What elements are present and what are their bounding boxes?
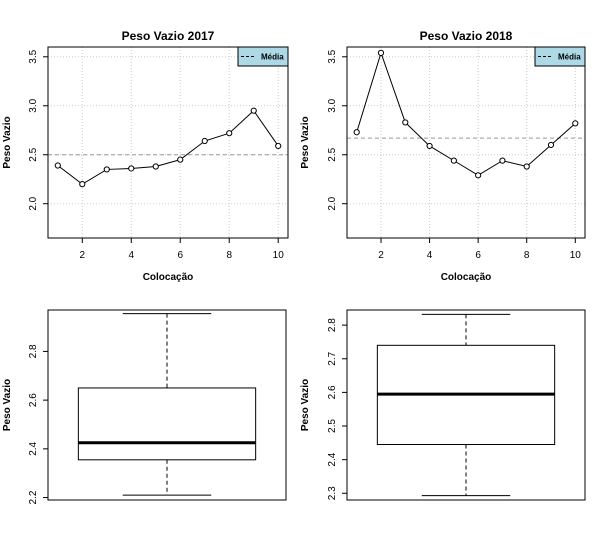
x-axis-label: Colocação	[441, 272, 492, 283]
y-axis-label: Peso Vazio	[300, 379, 311, 431]
y-tick-label: 3.0	[28, 98, 39, 112]
y-axis-label: Peso Vazio	[300, 116, 311, 168]
y-axis-label: Peso Vazio	[2, 116, 13, 168]
x-tick-label: 2	[80, 250, 86, 261]
y-tick-label: 3.5	[28, 49, 39, 63]
data-point	[353, 129, 360, 136]
chart-title: Peso Vazio 2017	[122, 29, 215, 43]
plot-frame	[346, 46, 586, 239]
data-point	[250, 107, 257, 114]
y-tick-label: 2.5	[327, 419, 338, 433]
chart-line2017: 2 4 6 8 10 2.0 2.5 3.0 3.5 Média Peso Vazio 2017 Co…	[2, 29, 289, 283]
y-tick-label: 2.6	[28, 393, 39, 407]
plot-frame	[346, 309, 586, 501]
data-point	[275, 142, 282, 150]
data-point	[523, 163, 530, 170]
x-tick-label: 4	[128, 250, 134, 261]
data-point	[499, 157, 506, 164]
data-point	[54, 162, 61, 169]
chart-box2018: 2.3 2.4 2.5 2.6 2.7 2.8 Peso Vazio	[300, 309, 586, 501]
y-tick-label: 2.7	[327, 351, 338, 365]
y-tick-label: 3.0	[327, 98, 338, 112]
data-point	[426, 142, 433, 150]
x-tick-label: 8	[524, 250, 530, 261]
data-point	[177, 156, 184, 163]
chart-box2017: 2.2 2.4 2.6 2.8 Peso Vazio	[2, 309, 287, 505]
x-tick-label: 10	[273, 250, 285, 261]
data-point	[450, 157, 457, 164]
x-tick-label: 4	[427, 250, 433, 261]
plot-frame	[47, 46, 289, 239]
data-point	[547, 141, 555, 149]
y-tick-label: 2.4	[327, 452, 338, 466]
x-tick-label: 10	[570, 250, 582, 261]
y-axis-label: Peso Vazio	[2, 379, 13, 431]
y-tick-label: 2.2	[28, 490, 39, 504]
y-tick-label: 2.8	[327, 318, 338, 332]
legend-label: Média	[261, 53, 284, 62]
x-tick-label: 6	[177, 250, 183, 261]
data-point	[402, 119, 409, 126]
plot-frame	[47, 309, 287, 501]
chart-line2018: 2 4 6 8 10 2.0 2.5 3.0 3.5 Média Peso Vazio 2018 Co…	[300, 29, 586, 283]
y-tick-label: 2.8	[28, 344, 39, 358]
legend-box	[534, 46, 586, 67]
series-line	[57, 109, 279, 185]
data-point	[152, 163, 159, 170]
data-point	[572, 120, 579, 127]
series-line	[356, 51, 576, 176]
iqr-box	[77, 387, 257, 461]
y-tick-label: 2.0	[28, 196, 39, 210]
legend-label: Média	[558, 53, 581, 62]
y-tick-label: 2.5	[327, 147, 338, 161]
data-point	[201, 137, 208, 145]
legend-box	[237, 46, 289, 67]
y-tick-label: 2.5	[28, 147, 39, 161]
data-point	[377, 49, 385, 56]
data-point	[128, 165, 135, 172]
chart-title: Peso Vazio 2018	[420, 29, 513, 43]
data-point	[79, 181, 86, 188]
x-tick-label: 8	[226, 250, 232, 261]
x-tick-label: 2	[378, 250, 384, 261]
y-tick-label: 2.3	[327, 486, 338, 500]
y-tick-label: 3.5	[327, 49, 338, 63]
data-point	[475, 172, 482, 179]
data-point	[226, 130, 233, 137]
y-tick-label: 2.0	[327, 196, 338, 210]
x-axis-label: Colocação	[143, 272, 194, 283]
y-tick-label: 2.4	[28, 441, 39, 455]
data-point	[103, 166, 110, 173]
x-tick-label: 6	[475, 250, 481, 261]
y-tick-label: 2.6	[327, 385, 338, 399]
